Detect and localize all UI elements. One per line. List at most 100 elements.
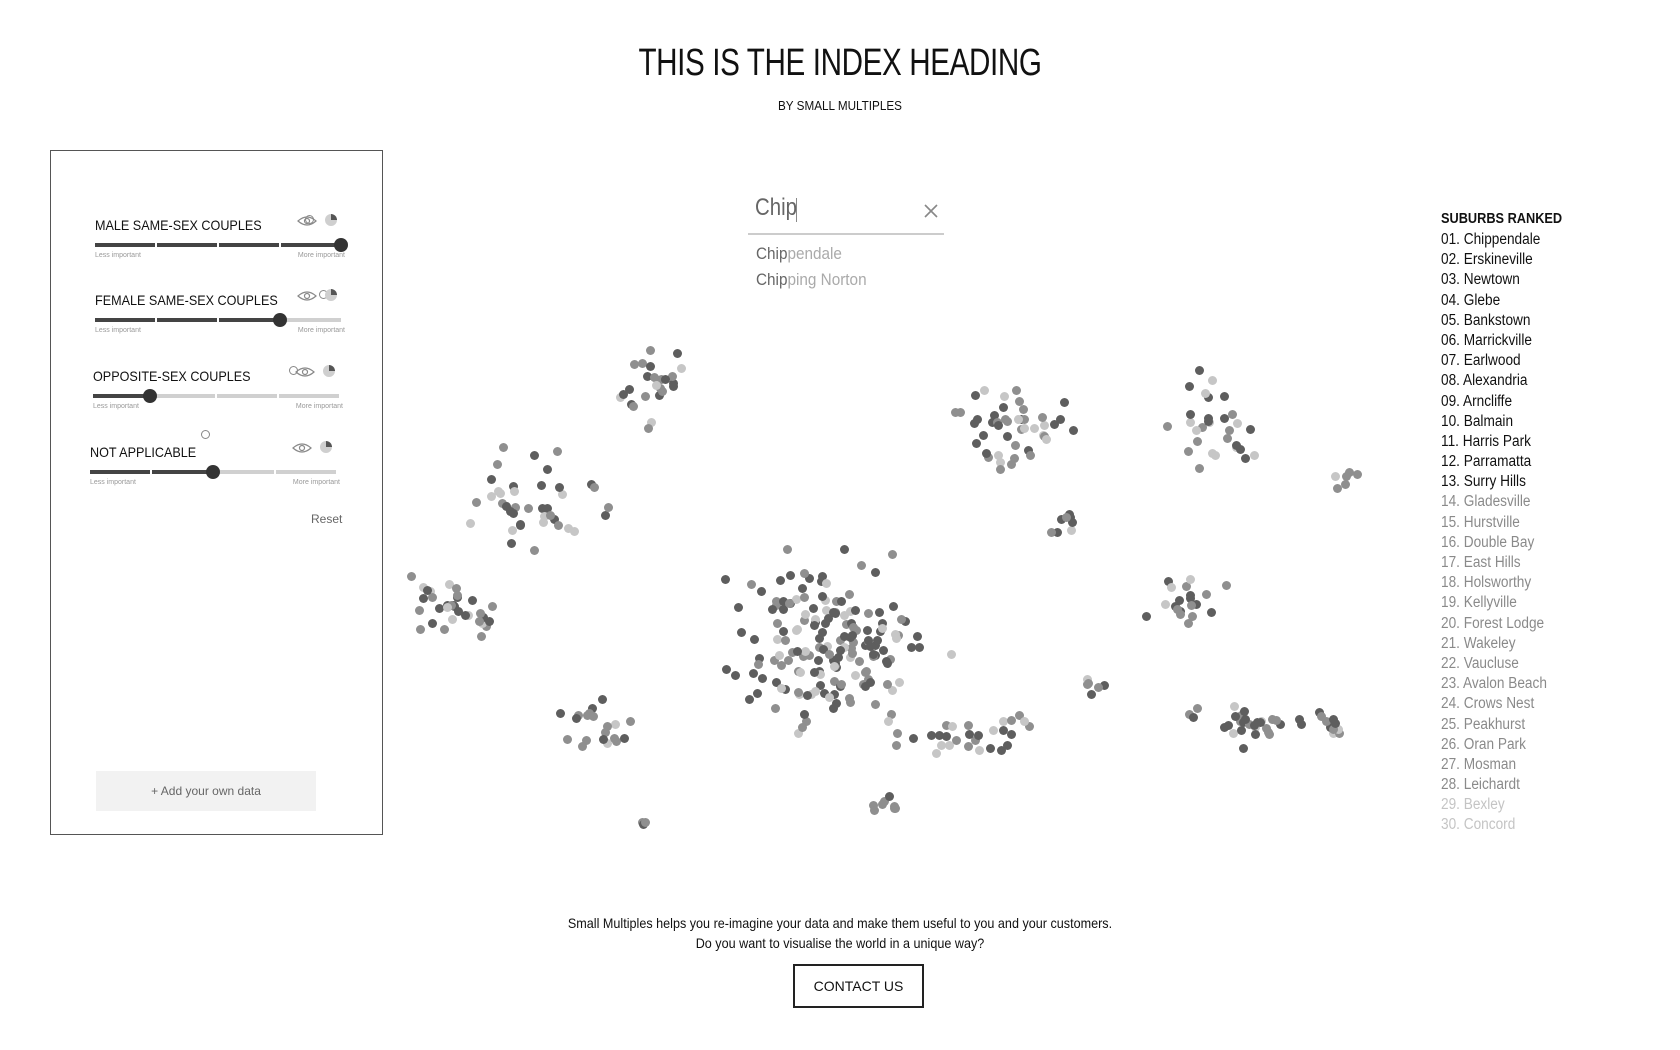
suburb-dot[interactable] [1195, 366, 1204, 375]
suburb-dot[interactable] [475, 617, 484, 626]
pie-icon[interactable] [323, 365, 335, 377]
suburb-dot[interactable] [862, 667, 871, 676]
suburb-dot[interactable] [1167, 583, 1176, 592]
ranked-suburb-item[interactable]: 24. Crows Nest [1441, 695, 1535, 713]
suburb-dot[interactable] [770, 656, 779, 665]
suburb-dot[interactable] [772, 601, 781, 610]
suburb-dot[interactable] [555, 483, 564, 492]
suburb-dot[interactable] [476, 609, 485, 618]
suburb-dot[interactable] [875, 608, 884, 617]
suburb-dot[interactable] [1164, 577, 1173, 586]
suburb-dot[interactable] [1237, 726, 1246, 735]
suburb-dot[interactable] [1015, 397, 1024, 406]
suburb-dot[interactable] [1069, 426, 1078, 435]
suburb-dot[interactable] [999, 726, 1008, 735]
suburb-dot[interactable] [1015, 711, 1024, 720]
suburb-dot[interactable] [811, 687, 820, 696]
suburb-dot[interactable] [805, 651, 814, 660]
suburb-dot[interactable] [840, 611, 849, 620]
suburb-dot[interactable] [942, 721, 951, 730]
ranked-suburb-item[interactable]: 28. Leichardt [1441, 776, 1520, 794]
suburb-dot[interactable] [821, 596, 830, 605]
suburb-dot[interactable] [1220, 414, 1229, 423]
suburb-dot[interactable] [864, 636, 873, 645]
suburb-dot[interactable] [598, 695, 607, 704]
suburb-dot[interactable] [749, 669, 758, 678]
pie-icon[interactable] [320, 441, 332, 453]
suburb-dot[interactable] [1241, 715, 1250, 724]
suburb-dot[interactable] [849, 638, 858, 647]
suburb-dot[interactable] [892, 741, 901, 750]
suburb-dot[interactable] [578, 742, 587, 751]
suburb-dot[interactable] [477, 632, 486, 641]
suburb-dot[interactable] [638, 359, 647, 368]
suburb-dot[interactable] [1040, 421, 1049, 430]
suburb-dot[interactable] [445, 580, 454, 589]
suburb-dot[interactable] [909, 734, 918, 743]
suburb-dot[interactable] [848, 649, 857, 658]
ranked-suburb-item[interactable]: 11. Harris Park [1441, 432, 1531, 450]
suburb-dot[interactable] [419, 594, 428, 603]
suburb-dot[interactable] [499, 443, 508, 452]
suburb-dot[interactable] [625, 385, 634, 394]
suburb-dot[interactable] [1198, 423, 1207, 432]
suburb-dot[interactable] [846, 698, 855, 707]
suburb-dot[interactable] [822, 606, 831, 615]
suburb-dot[interactable] [785, 599, 794, 608]
suburb-dot[interactable] [1201, 389, 1210, 398]
suburb-dot[interactable] [811, 615, 820, 624]
suburb-dot[interactable] [793, 647, 802, 656]
suburb-dot[interactable] [805, 574, 814, 583]
suburb-dot[interactable] [1225, 426, 1234, 435]
suburb-dot[interactable] [610, 734, 619, 743]
suburb-dot[interactable] [937, 741, 946, 750]
ranked-suburb-item[interactable]: 22. Vaucluse [1441, 654, 1519, 672]
suburb-dot[interactable] [1010, 454, 1019, 463]
suburb-dot[interactable] [1236, 445, 1245, 454]
ranked-suburb-item[interactable]: 10. Balmain [1441, 412, 1514, 430]
suburb-dot[interactable] [1233, 419, 1242, 428]
suburb-dot[interactable] [1100, 681, 1109, 690]
suburb-dot[interactable] [572, 714, 581, 723]
suburb-dot[interactable] [800, 569, 809, 578]
suburb-dot[interactable] [589, 712, 598, 721]
suburb-dot[interactable] [1329, 725, 1338, 734]
suburb-dot[interactable] [824, 614, 833, 623]
suburb-dot[interactable] [840, 632, 849, 641]
suburb-dot[interactable] [496, 489, 505, 498]
suburb-dot[interactable] [546, 511, 555, 520]
eye-icon[interactable] [297, 214, 317, 228]
suburb-dot[interactable] [857, 561, 866, 570]
suburb-dot[interactable] [869, 650, 878, 659]
suburb-dot[interactable] [540, 512, 549, 521]
suburb-dot[interactable] [945, 741, 954, 750]
search-suggestion[interactable]: Chipping Norton [756, 270, 867, 290]
suburb-dot[interactable] [1211, 451, 1220, 460]
suburb-dot[interactable] [1264, 728, 1273, 737]
contact-us-button[interactable]: CONTACT US [793, 964, 924, 1008]
suburb-dot[interactable] [755, 654, 764, 663]
suburb-dot[interactable] [558, 490, 567, 499]
suburb-dot[interactable] [1019, 405, 1028, 414]
info-icon[interactable] [201, 430, 210, 439]
suburb-dot[interactable] [796, 668, 805, 677]
suburb-dot[interactable] [509, 482, 518, 491]
suburb-dot[interactable] [443, 603, 452, 612]
suburb-dot[interactable] [932, 749, 941, 758]
suburb-dot[interactable] [590, 483, 599, 492]
suburb-dot[interactable] [873, 636, 882, 645]
suburb-dot[interactable] [553, 447, 562, 456]
suburb-dot[interactable] [747, 580, 756, 589]
suburb-dot[interactable] [543, 465, 552, 474]
ranked-suburb-item[interactable]: 17. East Hills [1441, 554, 1521, 571]
suburb-dot[interactable] [721, 575, 730, 584]
suburb-dot[interactable] [829, 704, 838, 713]
suburb-dot[interactable] [830, 677, 839, 686]
suburb-dot[interactable] [647, 418, 656, 427]
suburb-dot[interactable] [979, 431, 988, 440]
suburb-dot[interactable] [915, 643, 924, 652]
suburb-dot[interactable] [889, 602, 898, 611]
suburb-dot[interactable] [779, 605, 788, 614]
suburb-dot[interactable] [673, 349, 682, 358]
suburb-dot[interactable] [840, 545, 849, 554]
